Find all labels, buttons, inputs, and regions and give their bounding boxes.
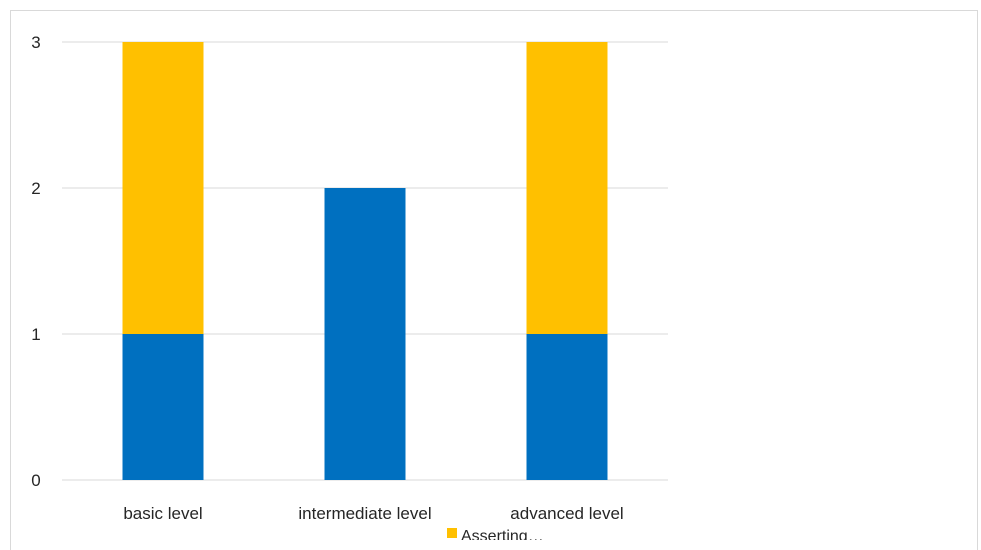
bars — [122, 42, 608, 480]
bar-segment — [122, 42, 204, 334]
y-tick-label: 2 — [31, 179, 40, 198]
x-category-label: basic level — [123, 504, 202, 523]
x-axis-labels: basic level intermediate level advanced le… — [123, 504, 623, 523]
x-category-label: intermediate level — [298, 504, 431, 523]
bar-segment — [324, 188, 406, 480]
y-axis-ticks: 0 1 2 3 — [31, 33, 40, 490]
x-category-label: advanced level — [510, 504, 623, 523]
bar-segment — [526, 334, 608, 480]
bar-segment — [526, 42, 608, 334]
legend-swatch — [447, 528, 457, 538]
y-tick-label: 0 — [31, 471, 40, 490]
y-tick-label: 3 — [31, 33, 40, 52]
legend: Asserting… — [447, 528, 544, 540]
y-tick-label: 1 — [31, 325, 40, 344]
bar-segment — [122, 334, 204, 480]
legend-label: Asserting… — [461, 528, 544, 540]
